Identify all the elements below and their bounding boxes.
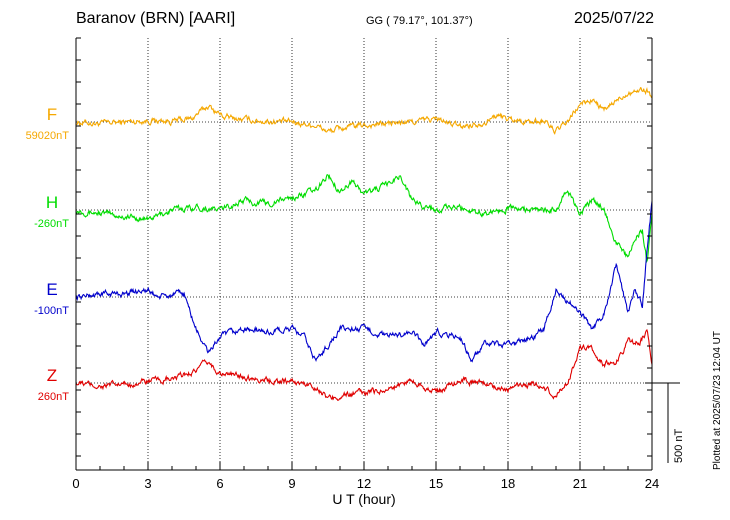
- x-tick-label: 6: [216, 476, 223, 491]
- x-tick-label: 21: [573, 476, 587, 491]
- coords-text: GG ( 79.17°, 101.37°): [366, 15, 473, 27]
- series-label-E: E: [46, 280, 57, 299]
- series-label-H: H: [46, 193, 58, 212]
- trace-H: [75, 173, 653, 263]
- baseline-value-Z: 260nT: [38, 391, 69, 403]
- station-title: Baranov (BRN) [AARI]: [76, 10, 236, 27]
- series-group: [75, 87, 653, 401]
- series-labels: F 59020nT H -260nT E -100nT Z 260nT: [26, 105, 70, 403]
- x-tick-label: 15: [429, 476, 443, 491]
- series-label-Z: Z: [47, 366, 57, 385]
- x-tick-label: 12: [357, 476, 371, 491]
- coordinates-label: GG ( 79.17°, 101.37°): [366, 15, 473, 27]
- trace-F: [75, 87, 653, 135]
- trace-E: [75, 201, 653, 363]
- date-label: 2025/07/22: [574, 10, 655, 27]
- baseline-value-H: -260nT: [34, 218, 69, 230]
- x-tick-label: 0: [72, 476, 79, 491]
- x-axis-label: U T (hour): [332, 491, 395, 507]
- x-tick-label: 3: [144, 476, 151, 491]
- x-tick-label: 18: [501, 476, 515, 491]
- x-tick-label: 24: [645, 476, 659, 491]
- scale-bar-label: 500 nT: [673, 428, 685, 463]
- x-tick-label: 9: [288, 476, 295, 491]
- baseline-value-E: -100nT: [34, 305, 69, 317]
- baseline-value-F: 59020nT: [26, 130, 70, 142]
- trace-Z: [75, 328, 653, 401]
- grid-lines: [75, 38, 653, 470]
- scale-bar: 500 nT: [645, 382, 685, 463]
- series-label-F: F: [47, 105, 57, 124]
- axes: 0 3 6 9 12 15 18 21 24 U T (hour): [72, 37, 659, 507]
